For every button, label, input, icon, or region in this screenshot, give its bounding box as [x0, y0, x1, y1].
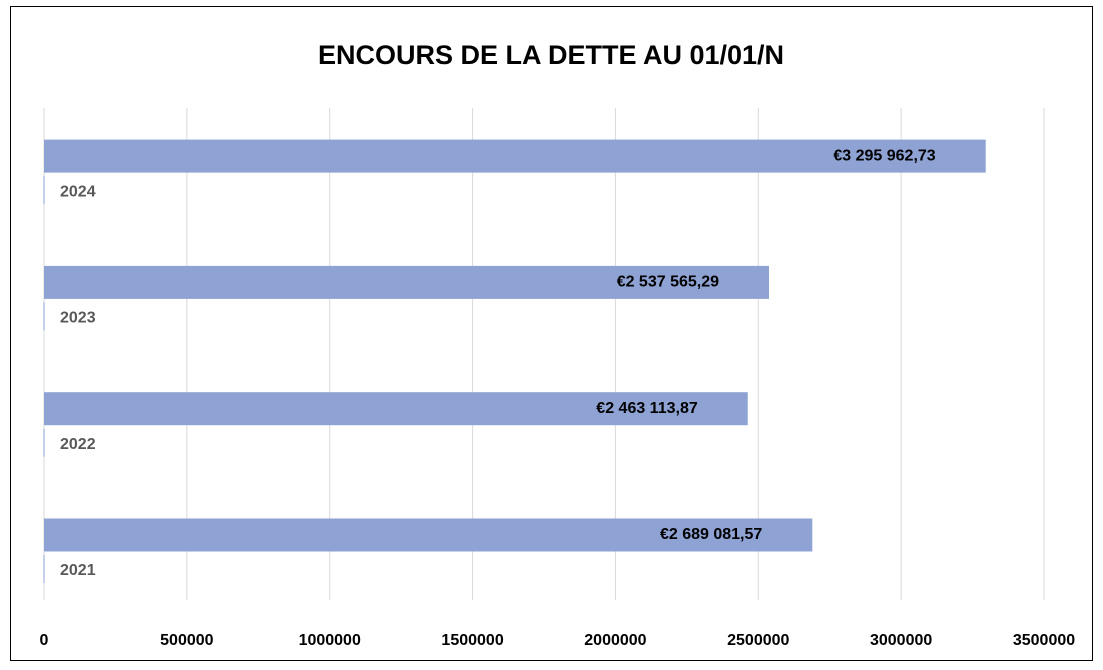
y-tick-label: 2023 [60, 310, 96, 327]
x-tick-label: 1000000 [299, 632, 361, 649]
value-label: €2 689 081,57 [660, 526, 762, 543]
x-tick-label: 2500000 [727, 632, 789, 649]
bar [44, 265, 770, 299]
value-label: €2 537 565,29 [617, 274, 719, 291]
x-tick-label: 3500000 [1013, 632, 1075, 649]
y-tick-label: 2021 [60, 562, 96, 579]
y-tick-label: 2022 [60, 436, 96, 453]
bar [44, 139, 986, 173]
x-tick-label: 0 [40, 632, 49, 649]
bar [44, 392, 748, 426]
bar [44, 518, 813, 552]
x-tick-label: 1500000 [441, 632, 503, 649]
x-tick-label: 3000000 [870, 632, 932, 649]
y-tick-label: 2024 [60, 183, 96, 200]
x-tick-label: 2000000 [584, 632, 646, 649]
x-tick-label: 500000 [160, 632, 213, 649]
chart-frame [10, 6, 1093, 661]
chart-title: ENCOURS DE LA DETTE AU 01/01/N [318, 40, 784, 70]
value-label: €2 463 113,87 [596, 400, 698, 417]
value-label: €3 295 962,73 [833, 147, 935, 164]
